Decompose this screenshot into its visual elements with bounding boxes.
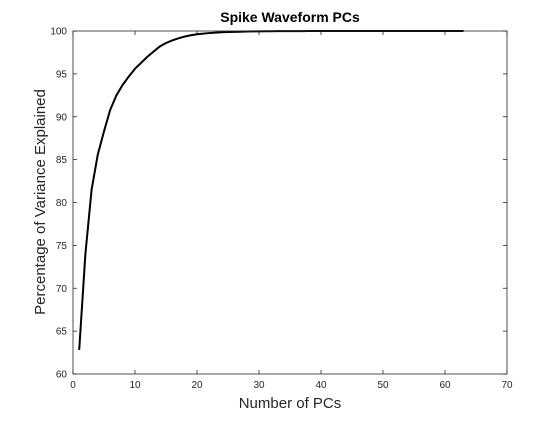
y-tick-label: 100 — [50, 27, 67, 38]
x-tick-label: 40 — [315, 380, 327, 391]
y-tick-label: 65 — [56, 327, 68, 338]
axes-box — [72, 30, 508, 375]
x-tick-label: 0 — [70, 380, 76, 391]
x-tick-label: 50 — [377, 380, 389, 391]
x-tick-label: 20 — [191, 380, 203, 391]
plot-background — [73, 31, 507, 374]
x-tick-label: 70 — [501, 380, 513, 391]
y-axis-label: Percentage of Variance Explained — [32, 89, 49, 315]
x-tick-label: 30 — [253, 380, 265, 391]
axis-tick-labels: 0 10 20 30 40 50 60 70 60 65 70 75 80 85 90 95 100 — [50, 27, 513, 392]
y-tick-label: 95 — [56, 69, 68, 80]
x-tick-label: 10 — [129, 380, 141, 391]
y-tick-label: 75 — [56, 241, 68, 252]
y-tick-label: 85 — [56, 155, 68, 166]
chart-title: Spike Waveform PCs — [220, 9, 360, 25]
y-tick-label: 60 — [56, 370, 68, 381]
x-axis-label: Number of PCs — [239, 395, 342, 412]
y-tick-label: 90 — [56, 112, 68, 123]
y-tick-label: 80 — [56, 198, 68, 209]
y-tick-label: 70 — [56, 284, 68, 295]
x-tick-label: 60 — [439, 380, 451, 391]
